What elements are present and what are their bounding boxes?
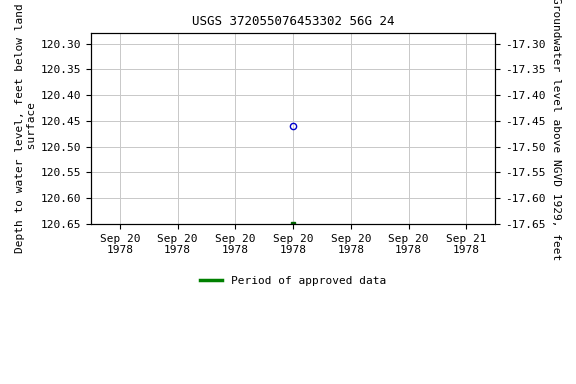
Y-axis label: Depth to water level, feet below land
 surface: Depth to water level, feet below land su… [15, 4, 37, 253]
Title: USGS 372055076453302 56G 24: USGS 372055076453302 56G 24 [192, 15, 395, 28]
Legend: Period of approved data: Period of approved data [195, 272, 391, 291]
Y-axis label: Groundwater level above NGVD 1929, feet: Groundwater level above NGVD 1929, feet [551, 0, 561, 260]
